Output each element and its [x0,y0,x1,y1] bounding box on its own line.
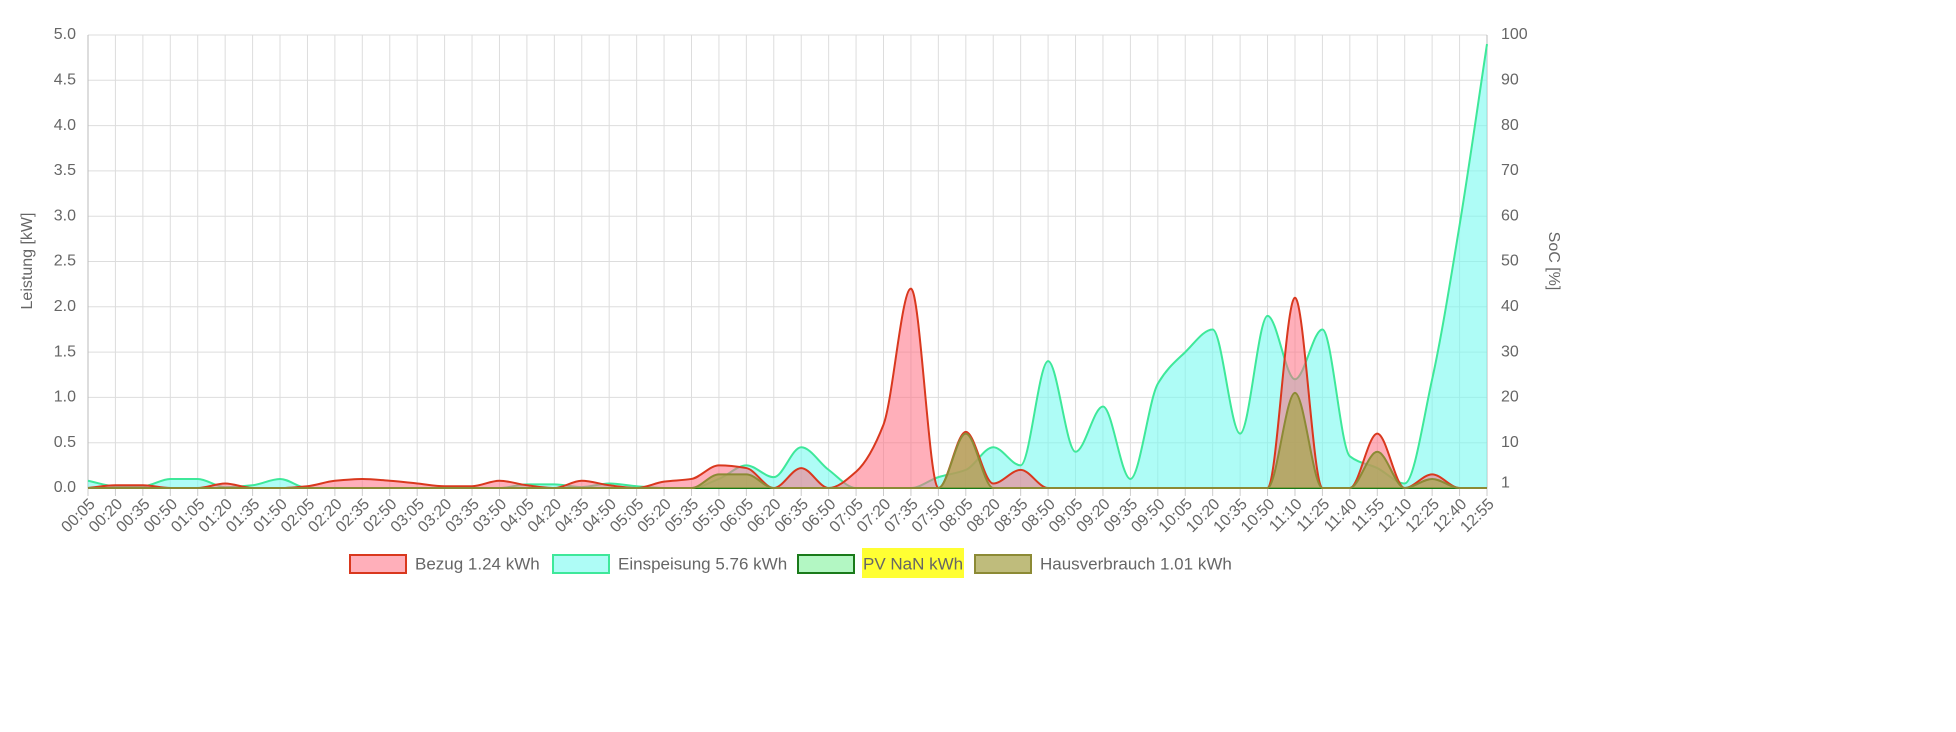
legend-label: Einspeisung 5.76 kWh [618,554,787,573]
legend-label: PV NaN kWh [863,554,963,573]
legend-label: Bezug 1.24 kWh [415,554,540,573]
legend-swatch [552,554,610,574]
y2-tick-label: 90 [1501,72,1519,89]
legend-swatch [974,554,1032,574]
y-tick-label: 2.5 [54,253,76,270]
y-tick-label: 1.5 [54,343,76,360]
y2-tick-label: 100 [1501,26,1528,43]
y-tick-label: 0.5 [54,434,76,451]
y-tick-label: 0.0 [54,479,76,496]
y2-tick-label: 80 [1501,117,1519,134]
y2-tick-label: 50 [1501,253,1519,270]
y-tick-label: 4.5 [54,72,76,89]
legend-label: Hausverbrauch 1.01 kWh [1040,554,1232,573]
y-tick-label: 3.0 [54,207,76,224]
y-tick-label: 1.0 [54,389,76,406]
y2-tick-label: 60 [1501,207,1519,224]
legend-highlight [862,548,964,578]
y-tick-label: 3.5 [54,162,76,179]
legend-swatch [349,554,407,574]
y-tick-label: 4.0 [54,117,76,134]
y2-axis-label: SoC [%] [1545,232,1562,291]
line [88,391,1487,490]
y2-tick-label: 40 [1501,298,1519,315]
legend-swatch [797,554,855,574]
area [88,44,1487,489]
y-tick-label: 2.0 [54,298,76,315]
y2-tick-label: 20 [1501,389,1519,406]
y2-tick-label: 30 [1501,343,1519,360]
y-tick-label: 5.0 [54,26,76,43]
y2-tick-label: 70 [1501,162,1519,179]
y2-tick-label: 10 [1501,434,1519,451]
y2-tick-label: 1 [1501,475,1510,492]
y-axis-label: Leistung [kW] [19,213,36,310]
